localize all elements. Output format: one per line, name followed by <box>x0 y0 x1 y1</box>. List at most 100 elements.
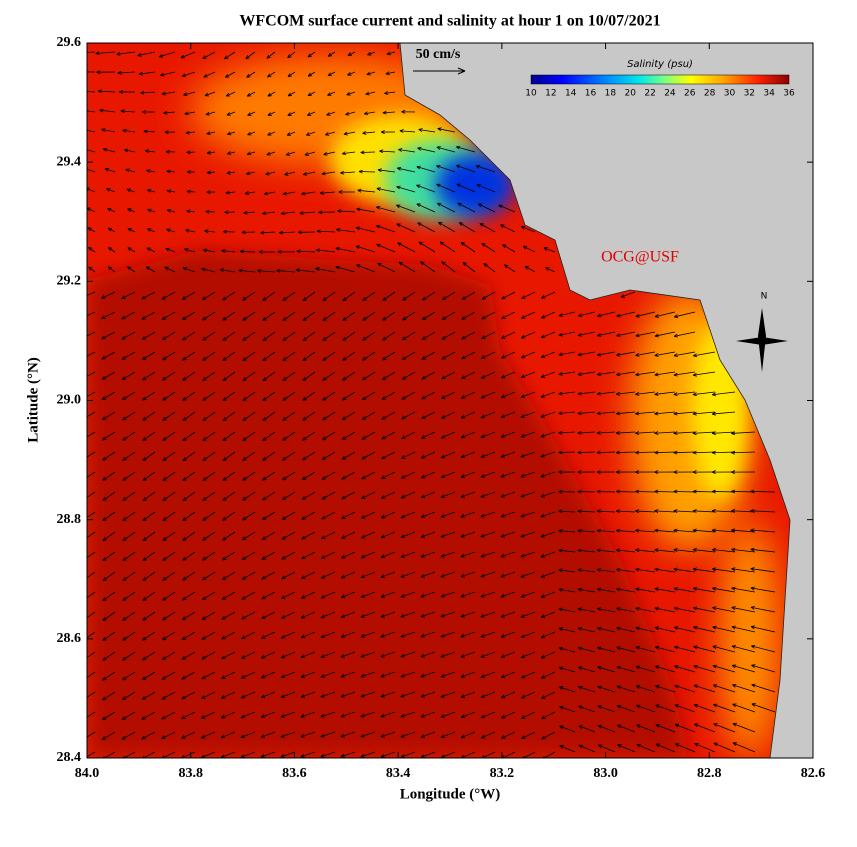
current-arrow <box>302 411 316 421</box>
current-arrow <box>262 411 276 422</box>
current-arrow <box>401 471 416 479</box>
current-arrow <box>161 291 176 300</box>
current-arrow <box>222 491 236 501</box>
current-arrow <box>420 631 436 638</box>
current-arrow <box>260 751 276 758</box>
current-arrow <box>731 606 756 613</box>
current-arrow <box>577 587 596 593</box>
current-arrow <box>282 311 296 322</box>
axes: 84.0 83.8 83.6 83.4 83.2 83.0 82.8 82.6 28.4 28.6… <box>57 35 826 781</box>
current-arrow <box>320 591 336 599</box>
current-arrow <box>360 731 376 738</box>
current-arrow <box>480 631 496 638</box>
current-arrow <box>87 71 96 73</box>
current-arrow <box>147 208 156 213</box>
current-arrow <box>321 571 336 579</box>
current-arrow <box>244 191 256 195</box>
current-arrow <box>358 169 376 174</box>
current-arrow <box>401 411 416 420</box>
current-arrow <box>524 265 536 273</box>
current-arrow <box>181 711 196 720</box>
current-arrow <box>101 128 116 133</box>
current-arrow <box>121 351 136 360</box>
current-arrow <box>241 671 256 679</box>
current-arrow <box>615 567 636 573</box>
current-arrow <box>246 151 256 156</box>
current-arrow <box>541 671 556 679</box>
current-arrow <box>301 511 316 520</box>
current-arrow <box>522 245 536 253</box>
current-arrow <box>101 351 116 360</box>
current-arrow <box>480 531 496 538</box>
current-arrow <box>441 411 456 419</box>
current-arrow <box>401 351 416 361</box>
current-arrow <box>162 451 176 462</box>
current-arrow <box>222 291 236 301</box>
current-arrow <box>750 606 776 613</box>
current-arrow <box>750 489 776 494</box>
current-arrow <box>480 411 496 419</box>
current-arrow <box>500 611 516 618</box>
current-arrow <box>186 209 196 214</box>
colorbar-tick-label: 36 <box>783 89 795 99</box>
current-arrow <box>380 671 396 678</box>
current-arrow <box>267 131 276 136</box>
current-arrow <box>122 651 136 661</box>
current-arrow <box>731 528 756 533</box>
current-arrow <box>460 631 476 638</box>
current-arrow <box>341 491 356 500</box>
current-arrow <box>577 548 596 553</box>
current-arrow <box>400 711 416 718</box>
current-arrow <box>201 611 216 620</box>
current-arrow <box>360 671 376 678</box>
current-arrow <box>540 311 556 319</box>
current-arrow <box>396 204 416 213</box>
current-arrow <box>578 744 596 753</box>
current-arrow <box>87 591 96 599</box>
current-arrow <box>162 611 176 621</box>
current-arrow <box>654 411 676 416</box>
current-arrow <box>694 723 716 733</box>
current-arrow <box>540 511 556 518</box>
current-arrow <box>578 666 596 673</box>
current-arrow <box>501 351 516 359</box>
current-arrow <box>457 202 476 213</box>
current-arrow <box>420 261 436 273</box>
current-arrow <box>141 711 156 720</box>
current-arrow <box>360 651 376 658</box>
current-arrow <box>558 587 576 593</box>
current-arrow <box>161 711 176 720</box>
current-arrow <box>673 548 696 553</box>
current-arrow <box>302 291 316 302</box>
current-arrow <box>654 626 676 633</box>
current-arrow <box>713 703 736 713</box>
current-arrow <box>655 684 676 693</box>
current-arrow <box>202 248 216 253</box>
current-arrow <box>142 571 156 581</box>
current-arrow <box>480 671 496 678</box>
current-arrow <box>87 571 96 579</box>
current-arrow <box>540 451 556 458</box>
current-arrow <box>306 111 316 116</box>
current-arrow <box>181 691 196 700</box>
current-arrow <box>731 586 756 593</box>
current-arrow <box>222 471 236 481</box>
current-arrow <box>400 531 416 538</box>
current-arrow <box>751 683 776 693</box>
current-arrow <box>186 150 196 155</box>
current-arrow <box>162 371 176 381</box>
current-arrow <box>335 228 356 233</box>
current-arrow <box>460 651 476 658</box>
current-arrow <box>436 202 456 213</box>
current-arrow <box>436 146 456 153</box>
current-arrow <box>322 411 336 421</box>
current-arrow <box>400 631 416 638</box>
current-arrow <box>420 551 436 558</box>
current-arrow <box>181 311 196 321</box>
current-arrow <box>142 531 156 542</box>
current-arrow <box>673 567 696 573</box>
current-arrow <box>166 228 176 233</box>
current-arrow <box>558 489 576 494</box>
current-arrow <box>142 491 156 502</box>
current-arrow <box>713 723 736 733</box>
